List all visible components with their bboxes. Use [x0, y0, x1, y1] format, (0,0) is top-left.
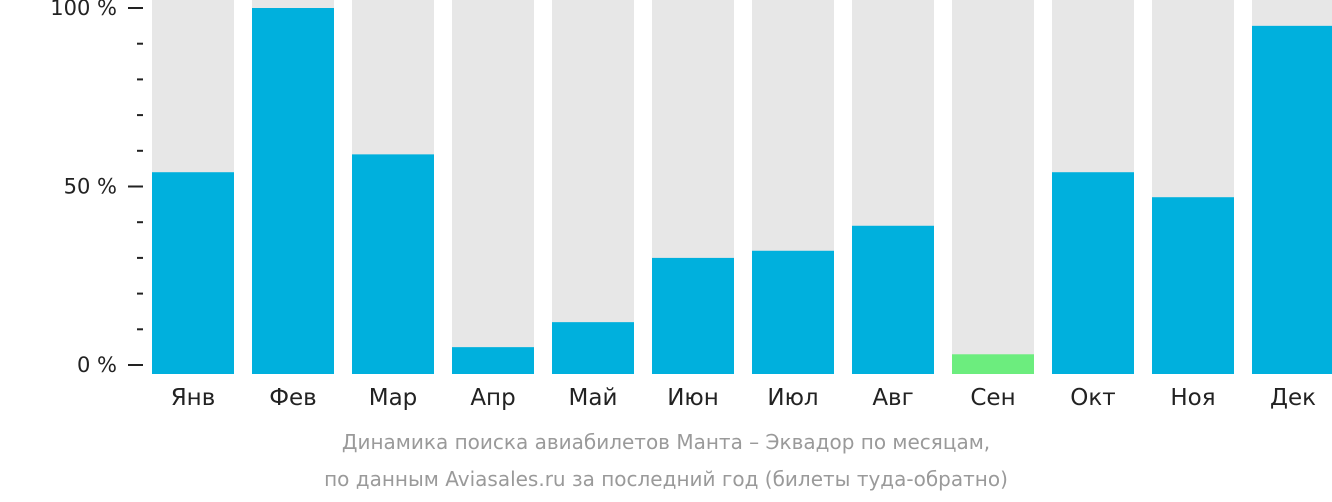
bar-2	[252, 8, 334, 374]
bar-6	[652, 257, 734, 374]
x-tick-label: Апр	[470, 385, 515, 411]
x-tick-label: Июн	[667, 385, 719, 411]
x-tick-label: Окт	[1070, 385, 1115, 411]
bar-10	[1052, 172, 1134, 374]
y-tick-label: 100 %	[50, 0, 117, 20]
chart-caption-line-1: Динамика поиска авиабилетов Манта – Эква…	[341, 430, 991, 454]
x-tick-label: Дек	[1270, 385, 1316, 411]
bar-11	[1152, 197, 1234, 374]
x-tick-label: Май	[569, 385, 618, 411]
x-tick-label: Янв	[171, 385, 216, 411]
x-tick-label: Фев	[269, 385, 317, 411]
chart-caption-line-2: по данным Aviasales.ru за последний год …	[324, 467, 1008, 491]
bar-background	[952, 0, 1034, 374]
bar-12	[1252, 25, 1332, 374]
bar-5	[552, 322, 634, 374]
bar-background	[452, 0, 534, 374]
x-tick-label: Авг	[872, 385, 913, 411]
bar-chart: 0 % 50 % 100 % Янв Фев Мар Апр Май Июн Июл Авг Сен О…	[50, 0, 1332, 411]
x-tick-label: Сен	[970, 385, 1015, 411]
y-tick-label: 0 %	[77, 353, 117, 377]
bar-8	[852, 225, 934, 374]
x-tick-label: Мар	[369, 385, 418, 411]
bar-9	[952, 354, 1034, 374]
bar-background	[552, 0, 634, 374]
bar-1	[152, 172, 234, 374]
x-tick-label: Ноя	[1170, 385, 1215, 411]
bar-7	[752, 250, 834, 374]
bar-3	[352, 154, 434, 374]
bar-4	[452, 347, 534, 374]
x-tick-label: Июл	[767, 385, 818, 411]
y-tick-label: 50 %	[64, 175, 117, 199]
